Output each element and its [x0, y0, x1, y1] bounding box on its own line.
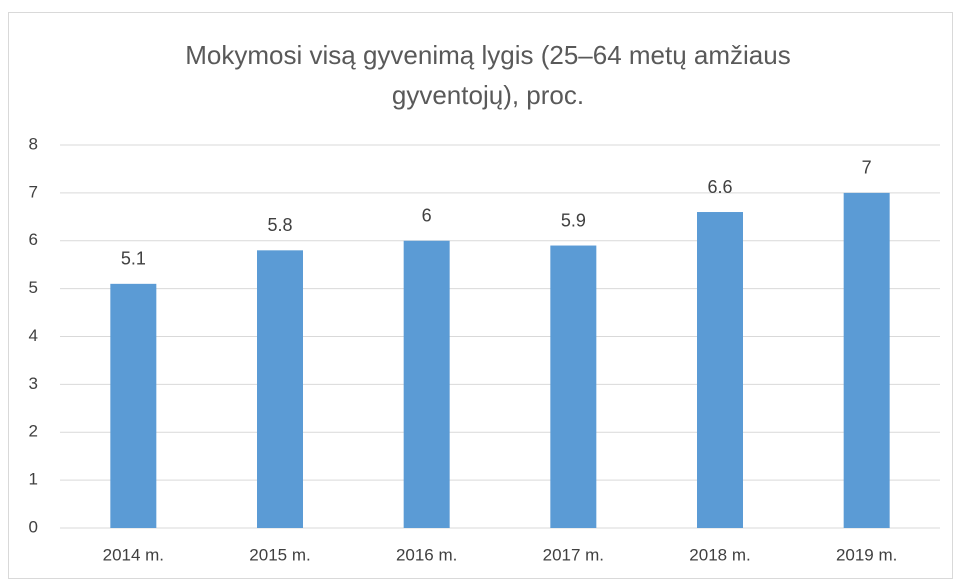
x-tick-label: 2017 m. — [543, 545, 604, 564]
bar — [697, 212, 743, 528]
y-tick-label: 2 — [29, 422, 38, 441]
data-label: 7 — [862, 158, 872, 178]
x-tick-label: 2019 m. — [836, 545, 897, 564]
x-tick-label: 2015 m. — [249, 545, 310, 564]
y-tick-label: 0 — [29, 517, 38, 536]
data-label: 6.6 — [707, 177, 732, 197]
data-label: 5.9 — [561, 210, 586, 230]
x-tick-label: 2014 m. — [103, 545, 164, 564]
x-tick-label: 2018 m. — [689, 545, 750, 564]
chart-title: Mokymosi visą gyvenimą lygis (25–64 metų… — [185, 40, 790, 70]
bar — [843, 192, 890, 528]
bar — [403, 240, 450, 528]
y-tick-label: 8 — [29, 134, 38, 153]
bar — [257, 250, 303, 528]
data-label: 5.1 — [121, 249, 146, 269]
data-label: 6 — [422, 206, 432, 226]
y-tick-label: 7 — [29, 182, 38, 201]
chart-title: gyventojų), proc. — [392, 80, 584, 110]
x-tick-label: 2016 m. — [396, 545, 457, 564]
chart-frame — [8, 12, 953, 579]
data-label: 5.8 — [267, 215, 292, 235]
bar — [550, 245, 597, 528]
y-tick-label: 1 — [29, 470, 38, 489]
y-tick-label: 5 — [29, 278, 38, 297]
bar — [110, 283, 157, 528]
y-tick-label: 3 — [29, 374, 38, 393]
y-tick-label: 6 — [29, 230, 38, 249]
y-tick-label: 4 — [29, 326, 38, 345]
